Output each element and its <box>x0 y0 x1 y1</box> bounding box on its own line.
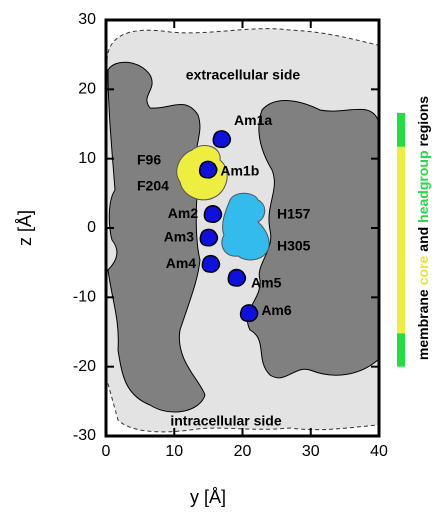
y-axis-label: z [Å] <box>15 210 35 246</box>
point-marker <box>227 268 247 287</box>
x-tick-label: 0 <box>102 443 111 460</box>
x-tick-label: 20 <box>234 443 252 460</box>
annotation: H305 <box>277 238 311 254</box>
side-label-word: headgroup <box>415 150 431 222</box>
membrane-band <box>397 112 405 147</box>
plot-regions <box>106 28 379 433</box>
annotation: extracellular side <box>186 67 301 83</box>
point-label: Am5 <box>251 275 282 291</box>
point-marker <box>212 130 232 149</box>
annotation: H157 <box>277 206 311 222</box>
x-tick-label: 40 <box>370 443 388 460</box>
point-marker <box>203 205 223 223</box>
point-label: Am6 <box>261 302 292 318</box>
membrane-band <box>397 146 405 334</box>
side-label-word: membrane <box>415 289 431 360</box>
point-label: Am1b <box>220 162 259 178</box>
side-label-word: regions <box>415 96 431 147</box>
y-tick-label: -30 <box>73 427 96 444</box>
point-label: Am2 <box>168 205 199 221</box>
point-label: Am1a <box>234 112 272 128</box>
point-label: Am4 <box>166 255 197 271</box>
annotation: intracellular side <box>170 413 281 429</box>
y-tick-label: 20 <box>78 81 96 98</box>
side-label: membrane core and headgroup regions <box>415 96 431 360</box>
x-tick-label: 30 <box>302 443 320 460</box>
y-tick-label: -20 <box>73 358 96 375</box>
side-label-word: and <box>415 227 431 252</box>
point-marker <box>199 228 219 247</box>
residue-h <box>221 192 270 261</box>
y-tick-label: 0 <box>87 219 96 236</box>
y-tick-label: 30 <box>78 11 96 28</box>
point-marker <box>201 254 221 273</box>
protein-left <box>107 61 206 413</box>
x-axis-label: y [Å] <box>190 487 226 507</box>
side-label-word: core <box>415 256 431 286</box>
annotation: F96 <box>137 152 161 168</box>
y-tick-label: -10 <box>73 289 96 306</box>
annotation: F204 <box>137 178 169 194</box>
y-tick-label: 10 <box>78 150 96 167</box>
point-marker <box>239 304 259 323</box>
protein-right <box>246 100 379 379</box>
membrane-band <box>397 333 405 367</box>
x-tick-label: 10 <box>165 443 183 460</box>
point-marker <box>198 160 218 179</box>
point-label: Am3 <box>164 228 195 244</box>
